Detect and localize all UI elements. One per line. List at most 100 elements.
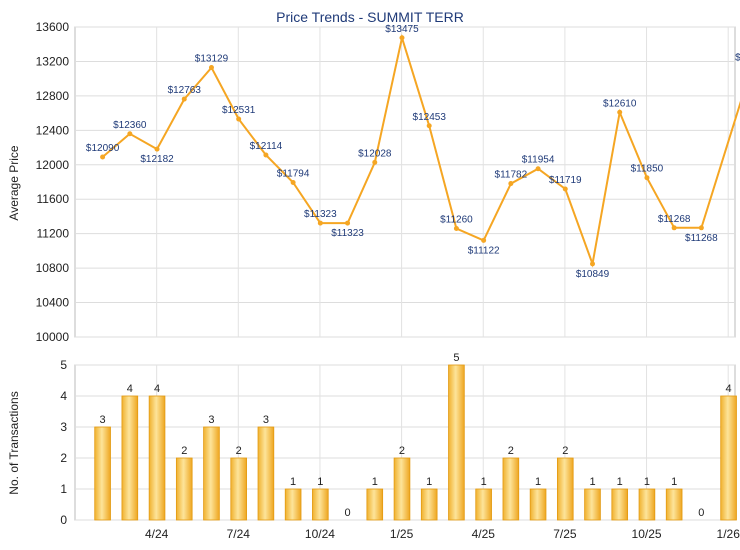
transactions-bar xyxy=(230,457,247,521)
x-tick-label: 1/25 xyxy=(390,527,414,541)
transactions-bar xyxy=(475,488,492,521)
transactions-bar xyxy=(502,457,520,521)
price-data-label: $11954 xyxy=(522,155,555,166)
transactions-bar xyxy=(284,488,302,521)
price-point xyxy=(535,166,541,172)
price-data-label: $12090 xyxy=(86,143,120,154)
transactions-data-label: 5 xyxy=(453,352,459,364)
price-data-label: $11323 xyxy=(331,228,364,239)
price-data-label: $11794 xyxy=(277,169,310,180)
price-data-label: $11122 xyxy=(468,245,500,256)
transactions-bar xyxy=(257,426,275,521)
transactions-tick-label: 3 xyxy=(60,420,67,434)
x-tick-label: 4/24 xyxy=(145,527,169,541)
price-data-label: $12763 xyxy=(168,85,202,96)
transactions-data-label: 3 xyxy=(208,414,214,426)
price-tick-label: 11200 xyxy=(37,227,70,241)
price-point xyxy=(208,65,214,71)
price-data-label: $11260 xyxy=(440,215,473,226)
transactions-bar xyxy=(720,395,737,521)
price-point xyxy=(698,225,704,231)
price-tick-label: 12400 xyxy=(36,123,70,137)
transactions-tick-label: 5 xyxy=(60,358,67,372)
transactions-data-label: 1 xyxy=(617,476,623,488)
price-data-label: $11782 xyxy=(495,170,528,181)
price-point xyxy=(317,220,323,226)
price-point xyxy=(671,225,677,231)
price-point xyxy=(263,152,269,158)
price-tick-label: 13200 xyxy=(36,54,70,68)
transactions-data-label: 1 xyxy=(426,476,432,488)
transactions-bar xyxy=(529,488,547,521)
price-tick-label: 10000 xyxy=(36,330,70,344)
x-tick-label: 10/24 xyxy=(305,527,335,541)
x-tick-label: 1/26 xyxy=(717,527,740,541)
x-tick-label: 7/24 xyxy=(227,527,251,541)
price-data-label: $12531 xyxy=(222,105,256,116)
price-data-label: $13129 xyxy=(195,54,229,65)
price-data-label: $12610 xyxy=(603,98,637,109)
transactions-data-label: 2 xyxy=(181,445,187,457)
price-data-label: $11268 xyxy=(685,233,718,244)
price-tick-label: 13600 xyxy=(36,20,70,34)
price-data-label: $12182 xyxy=(140,154,174,165)
transactions-bar xyxy=(448,364,465,521)
transactions-bar xyxy=(584,488,601,521)
price-data-label: $12028 xyxy=(358,148,392,159)
price-tick-label: 12800 xyxy=(36,89,70,103)
price-point xyxy=(290,180,296,186)
transactions-data-label: 2 xyxy=(236,445,242,457)
price-point xyxy=(154,146,160,152)
price-point xyxy=(426,123,432,129)
price-point xyxy=(100,154,106,160)
price-point xyxy=(590,261,596,267)
price-point xyxy=(127,131,133,137)
transactions-bar xyxy=(366,488,384,521)
transactions-data-label: 4 xyxy=(127,383,133,395)
price-point xyxy=(644,175,650,181)
price-data-label: $13475 xyxy=(385,24,419,35)
transactions-data-label: 4 xyxy=(154,383,160,395)
transactions-axis-label: No. of Transactions xyxy=(7,391,21,494)
price-data-label: $12360 xyxy=(113,120,147,131)
price-point xyxy=(453,226,459,231)
price-data-label: $11268 xyxy=(658,214,691,225)
price-data-label: $11719 xyxy=(549,175,582,186)
transactions-data-label: 1 xyxy=(372,476,378,488)
price-plot-frame xyxy=(74,26,736,338)
transactions-data-label: 4 xyxy=(726,383,732,395)
price-tick-label: 10400 xyxy=(36,296,70,310)
price-point xyxy=(345,220,351,226)
transactions-bar xyxy=(148,395,166,521)
price-data-label: $13142 xyxy=(735,52,740,63)
transactions-chart: 0 1 2 3 4 5 4/24 7/24 10/24 1/25 4/25 7/25 10/25 1/26… xyxy=(60,352,740,541)
price-series-line xyxy=(101,33,740,268)
price-data-label: $12453 xyxy=(413,112,447,123)
price-tick-label: 12000 xyxy=(36,158,70,172)
transactions-data-label: 1 xyxy=(671,476,677,488)
transactions-data-label: 1 xyxy=(589,476,595,488)
transactions-tick-label: 4 xyxy=(60,389,67,403)
x-tick-label: 7/25 xyxy=(553,527,577,541)
transactions-data-label: 0 xyxy=(344,507,350,519)
transactions-bar xyxy=(312,488,329,521)
chart-title: Price Trends - SUMMIT TERR xyxy=(276,9,464,25)
x-tick-label: 4/25 xyxy=(472,527,496,541)
price-data-label: $11323 xyxy=(304,209,337,220)
transactions-bar xyxy=(175,457,193,521)
price-data-label: $12114 xyxy=(250,141,283,152)
transactions-data-label: 1 xyxy=(644,476,650,488)
transactions-data-label: 1 xyxy=(481,476,487,488)
transactions-data-label: 1 xyxy=(535,476,541,488)
transactions-data-label: 2 xyxy=(562,445,568,457)
transactions-data-label: 2 xyxy=(508,445,514,457)
transactions-bar xyxy=(203,426,220,521)
price-point xyxy=(617,109,623,115)
price-tick-label: 10800 xyxy=(36,261,70,275)
transactions-bar xyxy=(393,457,411,521)
transactions-data-label: 1 xyxy=(317,476,323,488)
transactions-data-label: 0 xyxy=(698,507,704,519)
transactions-bar xyxy=(665,488,683,521)
